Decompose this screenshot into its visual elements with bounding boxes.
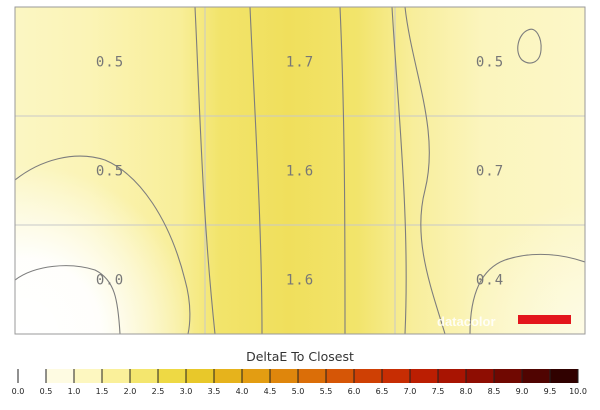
scale-tick-label: 6.0 [348,387,361,396]
scale-swatch [410,369,439,383]
scale-swatch [242,369,271,383]
scale-tick-label: 5.0 [292,387,305,396]
scale-swatch [270,369,299,383]
scale-swatch [186,369,215,383]
plot-border [14,6,586,335]
cell-value-label: 0.7 [476,164,504,180]
scale-swatch [326,369,355,383]
cell-value-label: 1.7 [286,55,314,71]
cell-value-label: 1.6 [286,273,314,289]
scale-swatch [18,369,47,383]
scale-swatch [466,369,495,383]
scale-swatch [46,369,75,383]
scale-tick-label: 3.0 [180,387,193,396]
scale-swatch [130,369,159,383]
cell-value-label: 0.5 [96,164,124,180]
scale-tick-label: 0.5 [40,387,53,396]
scale-tick-label: 9.0 [516,387,529,396]
scale-tick-label: 8.0 [460,387,473,396]
contour-line [15,265,121,334]
datacolor-logo-bar [518,315,571,324]
scale-tick-label: 10.0 [569,387,587,396]
scale-swatch [298,369,327,383]
contour-line [404,7,446,334]
scale-tick-label: 3.5 [208,387,221,396]
scale-swatch [494,369,523,383]
scale-swatch [354,369,383,383]
scale-tick-label: 4.5 [264,387,277,396]
scale-tick-label: 5.5 [320,387,333,396]
cell-value-labels: 0.5 1.7 0.5 0.5 1.6 0.7 0.0 1.6 0.4 [96,55,504,289]
contour-lines [15,7,585,334]
scale-tick-label: 1.5 [96,387,109,396]
scale-swatch [522,369,551,383]
scale-tick-label: 1.0 [68,387,81,396]
scale-tick-label: 7.5 [432,387,445,396]
scale-tick-label: 0.0 [12,387,25,396]
grid-lines [15,7,585,334]
cell-value-label: 0.4 [476,273,504,289]
low-value-region-right [15,7,585,334]
contour-line [391,7,407,334]
contour-line [194,7,216,334]
cell-value-label: 0.0 [96,273,124,289]
scale-tick-label: 2.5 [152,387,165,396]
scale-tick-label: 2.0 [124,387,137,396]
scale-tick-label: 7.0 [404,387,417,396]
scale-swatch [438,369,467,383]
cell-value-label: 0.5 [96,55,124,71]
contour-line [339,7,346,334]
scale-tick-label: 4.0 [236,387,249,396]
datacolor-logo-text: datacolor [437,314,496,329]
scale-swatch [214,369,243,383]
contour-line [15,155,191,334]
color-scale: 0.0 0.5 1.0 1.5 2.0 2.5 3.0 3.5 4.0 4.5 5.0 5.5 6.0 6… [12,369,587,396]
scale-swatch [158,369,187,383]
scale-title: DeltaE To Closest [246,349,354,364]
scale-swatch [382,369,411,383]
scale-tick-label: 9.5 [544,387,557,396]
contour-line [469,253,585,334]
cell-value-label: 0.5 [476,55,504,71]
scale-tick-label: 6.5 [376,387,389,396]
scale-swatch [74,369,103,383]
datacolor-watermark: datacolor [437,314,571,329]
scale-swatch [550,369,579,383]
scale-swatch [102,369,131,383]
scale-tick-label: 8.5 [488,387,501,396]
heatmap-plot: 0.5 1.7 0.5 0.5 1.6 0.7 0.0 1.6 0.4 [15,7,585,334]
contour-line [249,7,263,334]
contour-line [517,28,542,64]
cell-value-label: 1.6 [286,164,314,180]
